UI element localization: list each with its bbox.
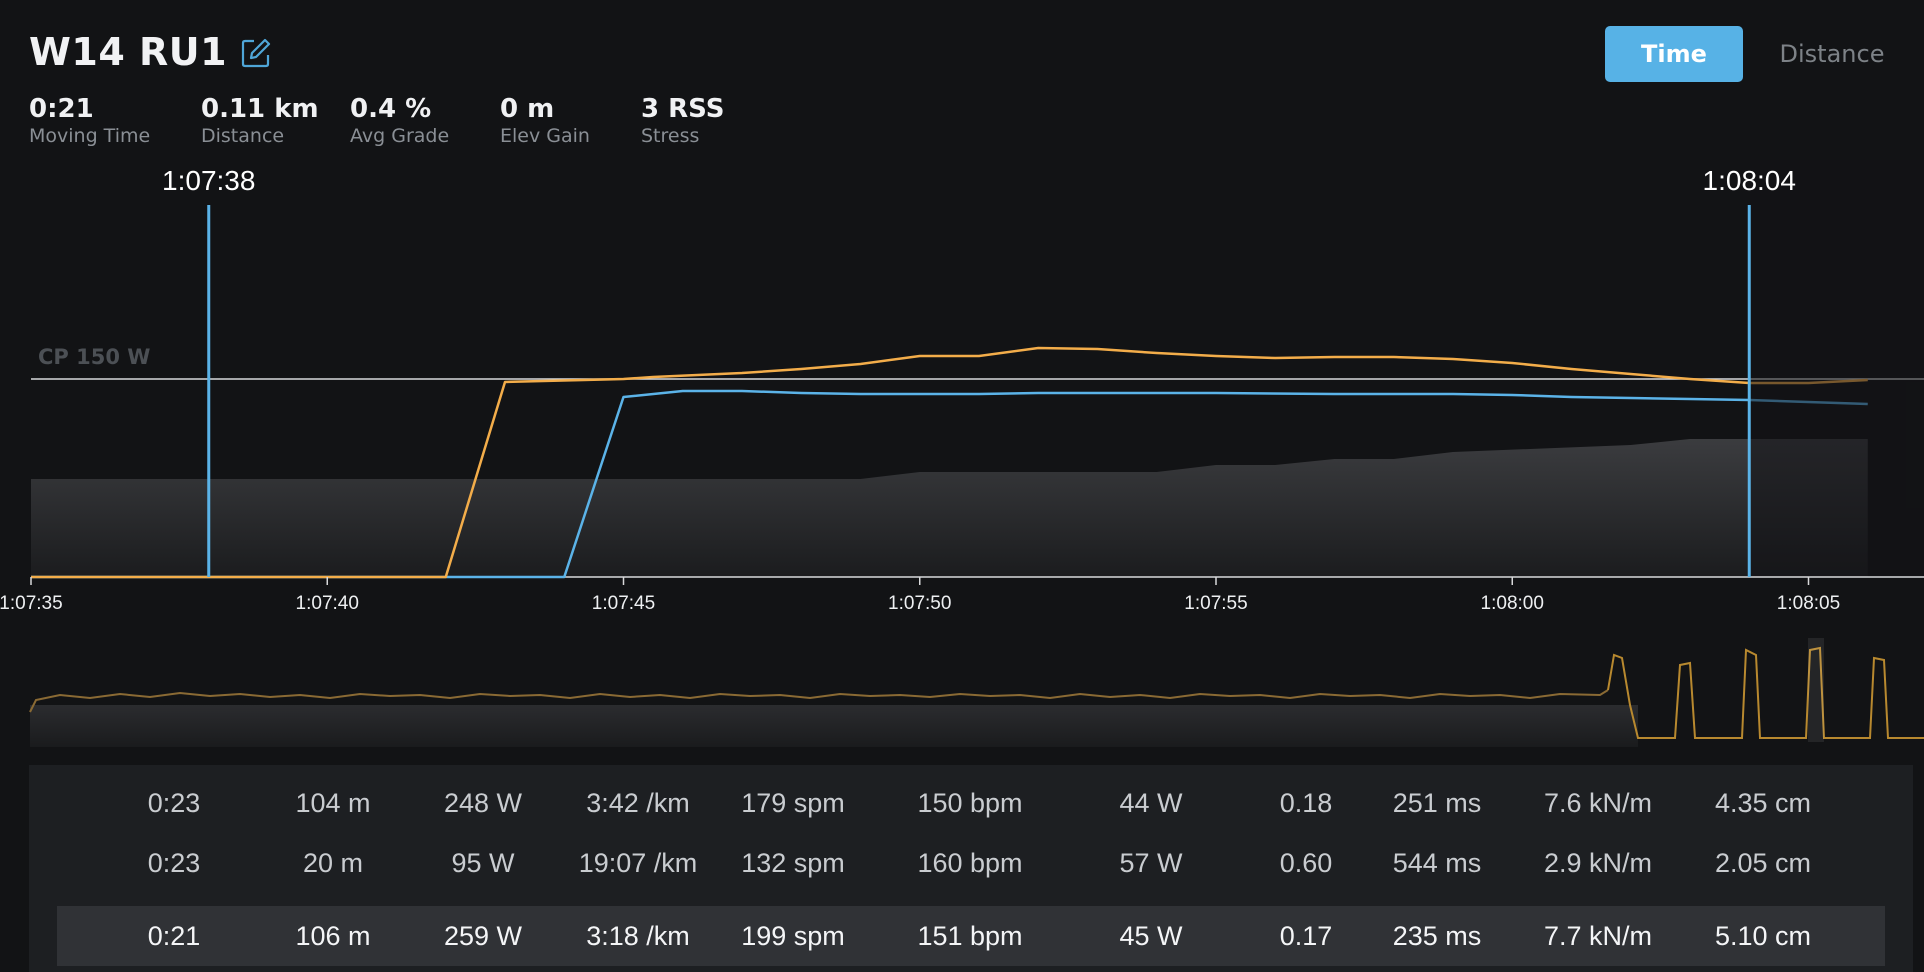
stat-label: Elev Gain [500, 125, 590, 147]
stat-distance: 0.11 km Distance [201, 94, 319, 148]
cell-ratio: 0.18 [1279, 788, 1333, 818]
cell-time: 0:23 [147, 788, 201, 818]
cell-leg-spring: 2.9 kN/m [1543, 848, 1653, 878]
cell-time: 0:23 [147, 848, 201, 878]
edit-icon [241, 38, 271, 68]
stat-value: 0:21 [29, 94, 94, 124]
edit-title-button[interactable] [240, 37, 272, 69]
cell-time: 0:21 [147, 921, 201, 951]
cell-ground-time: 544 ms [1392, 848, 1482, 878]
cell-vertical-osc: 2.05 cm [1714, 848, 1812, 878]
overview-strip[interactable] [0, 630, 1924, 750]
x-tick-label: 1:08:00 [1481, 593, 1544, 614]
cell-heart-rate: 160 bpm [917, 848, 1023, 878]
cell-form-power: 44 W [1119, 788, 1183, 818]
overview-intervals-trace [1607, 646, 1924, 739]
distance-axis-toggle[interactable]: Distance [1779, 40, 1885, 68]
activity-chart[interactable]: CP 150 W 1:07:35 1:07:40 1:07:45 1:07:50 1:07… [0, 160, 1924, 630]
cell-ratio: 0.17 [1279, 921, 1333, 951]
cell-heart-rate: 150 bpm [917, 788, 1023, 818]
x-tick-label: 1:07:50 [888, 593, 951, 614]
cell-distance: 106 m [295, 921, 371, 951]
workout-title: W14 RU1 [29, 30, 228, 74]
x-tick-label: 1:07:45 [592, 593, 655, 614]
stat-value: 3 RSS [641, 94, 725, 124]
stat-moving-time: 0:21 Moving Time [29, 94, 150, 148]
overview-selection-window[interactable] [1808, 638, 1824, 742]
time-axis-toggle[interactable]: Time [1605, 26, 1743, 82]
table-row[interactable]: 0:23 104 m 248 W 3:42 /km 179 spm 150 bp… [57, 773, 1885, 833]
cell-form-power: 45 W [1119, 921, 1183, 951]
stat-stress: 3 RSS Stress [641, 94, 724, 148]
overview-power-trace [29, 689, 1609, 713]
cell-leg-spring: 7.6 kN/m [1543, 788, 1653, 818]
outside-selection-shade [1750, 160, 1924, 576]
cell-pace: 19:07 /km [578, 848, 698, 878]
area-series [31, 439, 1868, 577]
selection-end-marker-label: 1:08:04 [1703, 165, 1796, 196]
cell-power: 248 W [443, 788, 523, 818]
stat-avg-grade: 0.4 % Avg Grade [350, 94, 449, 148]
lap-table: 0:23 104 m 248 W 3:42 /km 179 spm 150 bp… [29, 765, 1913, 972]
stat-label: Avg Grade [350, 125, 450, 147]
cell-distance: 20 m [302, 848, 364, 878]
cell-power: 95 W [451, 848, 515, 878]
cell-ground-time: 251 ms [1392, 788, 1482, 818]
stat-elev-gain: 0 m Elev Gain [500, 94, 590, 148]
cell-vertical-osc: 5.10 cm [1714, 921, 1812, 951]
cell-cadence: 132 spm [741, 848, 845, 878]
cell-cadence: 199 spm [741, 921, 845, 951]
power-series-line [31, 346, 1868, 579]
stat-value: 0.4 % [350, 94, 432, 124]
stat-label: Distance [201, 125, 285, 147]
stat-value: 0 m [500, 94, 555, 124]
selection-start-marker-label: 1:07:38 [162, 165, 255, 196]
x-tick-label: 1:07:55 [1184, 593, 1247, 614]
cell-form-power: 57 W [1119, 848, 1183, 878]
cell-pace: 3:42 /km [586, 788, 690, 818]
cell-vertical-osc: 4.35 cm [1714, 788, 1812, 818]
cell-leg-spring: 7.7 kN/m [1543, 921, 1653, 951]
cell-cadence: 179 spm [741, 788, 845, 818]
cell-pace: 3:18 /km [586, 921, 690, 951]
cell-distance: 104 m [295, 788, 371, 818]
cp-label: CP 150 W [38, 345, 150, 369]
cell-ratio: 0.60 [1279, 848, 1333, 878]
stat-value: 0.11 km [201, 94, 319, 124]
cell-heart-rate: 151 bpm [917, 921, 1023, 951]
x-tick-label: 1:07:40 [296, 593, 359, 614]
table-row-selected[interactable]: 0:21 106 m 259 W 3:18 /km 199 spm 151 bp… [57, 906, 1885, 966]
stat-label: Moving Time [29, 125, 151, 147]
stat-label: Stress [641, 125, 700, 147]
table-row[interactable]: 0:23 20 m 95 W 19:07 /km 132 spm 160 bpm… [57, 833, 1885, 893]
cell-ground-time: 235 ms [1392, 921, 1482, 951]
cell-power: 259 W [443, 921, 523, 951]
x-tick-label: 1:07:35 [0, 593, 63, 614]
x-tick-label: 1:08:05 [1777, 593, 1840, 614]
secondary-series-line [31, 389, 1868, 579]
overview-area [30, 705, 1638, 747]
